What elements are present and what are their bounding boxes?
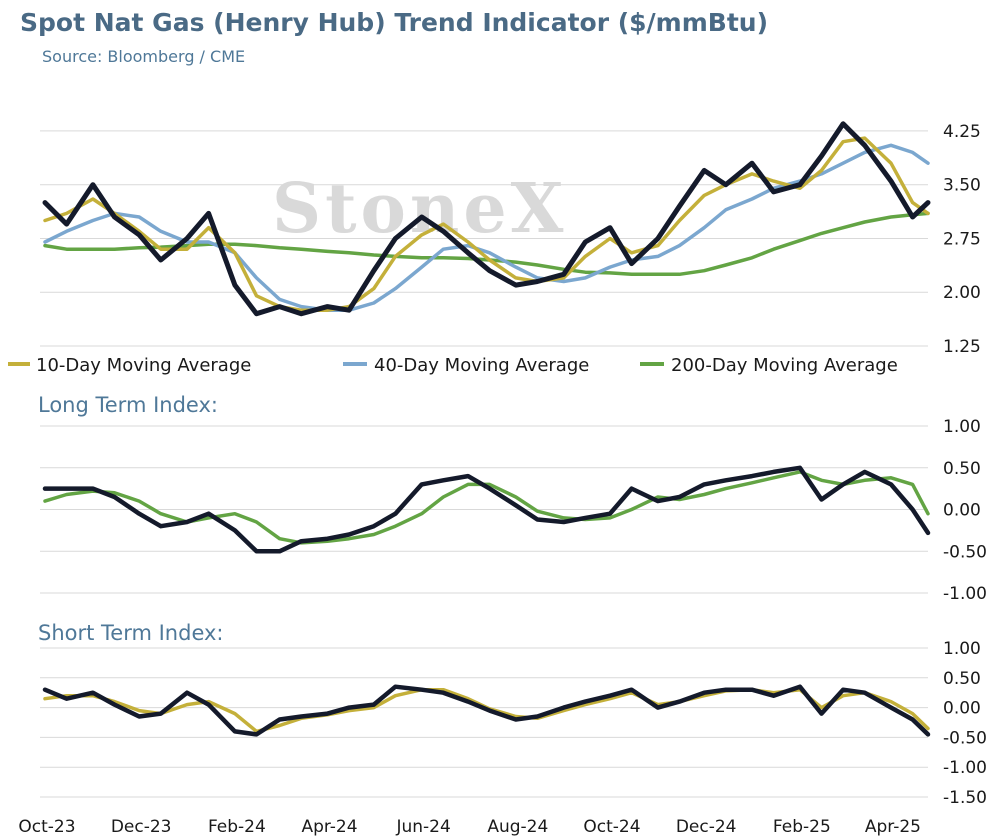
x-tick-0: Oct-23 [18,817,75,837]
y-tick-short-5: -1.50 [943,788,987,808]
y-tick-short-3: -0.50 [943,728,987,748]
series-line-long-long-term-index [42,465,931,554]
series-line-short-short-term-index [42,684,931,737]
chart-source: Source: Bloomberg / CME [42,47,245,66]
x-tick-5: Aug-24 [487,817,548,837]
x-tick-8: Feb-25 [773,817,831,837]
legend-label-ma10: 10-Day Moving Average [36,355,251,376]
legend-label-ma200: 200-Day Moving Average [671,355,898,376]
series-line-long-long-term-index-avg [43,470,930,545]
y-tick-short-1: 0.50 [943,669,981,689]
chart-title: Spot Nat Gas (Henry Hub) Trend Indicator… [20,8,768,37]
x-tick-3: Apr-24 [301,817,357,837]
y-tick-short-4: -1.00 [943,758,987,778]
y-tick-long-0: 1.00 [943,417,981,437]
y-tick-short-0: 1.00 [943,639,981,659]
y-tick-long-4: -1.00 [943,584,987,604]
y-tick-price-0: 4.25 [943,122,981,142]
y-tick-price-2: 2.75 [943,229,981,249]
short-term-index-title: Short Term Index: [38,621,224,645]
y-tick-price-1: 3.50 [943,176,981,196]
x-tick-7: Dec-24 [676,817,737,837]
y-tick-price-4: 1.25 [943,337,981,357]
y-tick-short-2: 0.00 [943,699,981,719]
x-tick-6: Oct-24 [583,817,640,837]
x-tick-9: Apr-25 [865,817,921,837]
watermark-logo: StoneX [272,169,567,249]
y-tick-price-3: 2.00 [943,283,981,303]
legend-label-ma40: 40-Day Moving Average [374,355,589,376]
long-term-index-title: Long Term Index: [38,393,218,417]
x-axis-ticks: Oct-23 Dec-23 Feb-24 Apr-24 Jun-24 Aug-24 Oct-… [18,817,921,837]
y-tick-long-1: 0.50 [943,459,981,479]
x-tick-4: Jun-24 [395,817,450,837]
series-line-price-spot-price [42,121,931,317]
y-tick-long-2: 0.00 [943,501,981,521]
series-lines [42,121,931,737]
legend: 10-Day Moving Average 40-Day Moving Aver… [8,355,898,376]
y-tick-long-3: -0.50 [943,542,987,562]
x-tick-2: Feb-24 [208,817,266,837]
x-tick-1: Dec-23 [111,817,172,837]
y-axis-ticks: 4.25 3.50 2.75 2.00 1.25 1.00 0.50 0.00 -0.50 -1.… [943,122,987,808]
